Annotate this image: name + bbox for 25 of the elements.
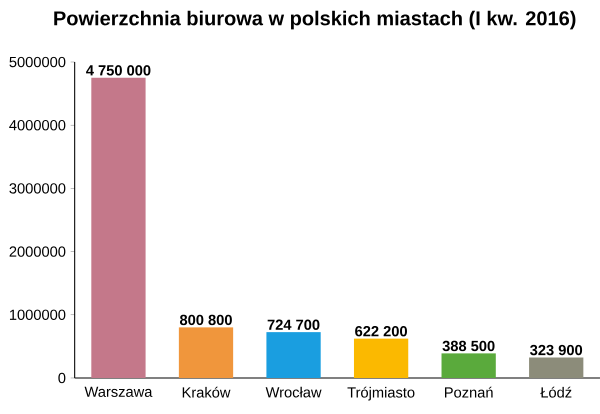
y-tick-label: 0: [58, 372, 66, 384]
x-tick-label: Wrocław: [266, 386, 322, 398]
bar: [91, 78, 146, 378]
x-tick-label: Poznań: [445, 386, 493, 398]
y-tick-label: 5000000: [9, 56, 66, 68]
bar: [354, 338, 408, 378]
data-label: 724 700: [268, 320, 320, 330]
x-tick-label: Trójmiasto: [347, 386, 414, 401]
y-tick-label: 1000000: [10, 310, 66, 320]
bar: [529, 358, 584, 378]
chart-title: Powierzchnia biurowa w polskich miastach (I kw. 2016): [54, 10, 576, 30]
x-tick-label: Łódź: [540, 386, 572, 398]
y-tick-label: 3000000: [9, 183, 66, 194]
y-tick-label: 2000000: [10, 246, 66, 257]
bar: [442, 353, 496, 378]
data-label: 4 750 000: [86, 65, 150, 76]
y-tick-label: 4000000: [9, 120, 66, 130]
bar: [266, 332, 321, 378]
data-label: 388 500: [442, 340, 495, 352]
bar: [178, 327, 234, 378]
x-tick-label: Kraków: [182, 386, 230, 398]
x-tick-label: Warszawa: [84, 386, 152, 397]
data-label: 622 200: [355, 326, 407, 336]
data-label: 323 900: [530, 344, 582, 356]
data-label: 800 800: [180, 314, 232, 326]
